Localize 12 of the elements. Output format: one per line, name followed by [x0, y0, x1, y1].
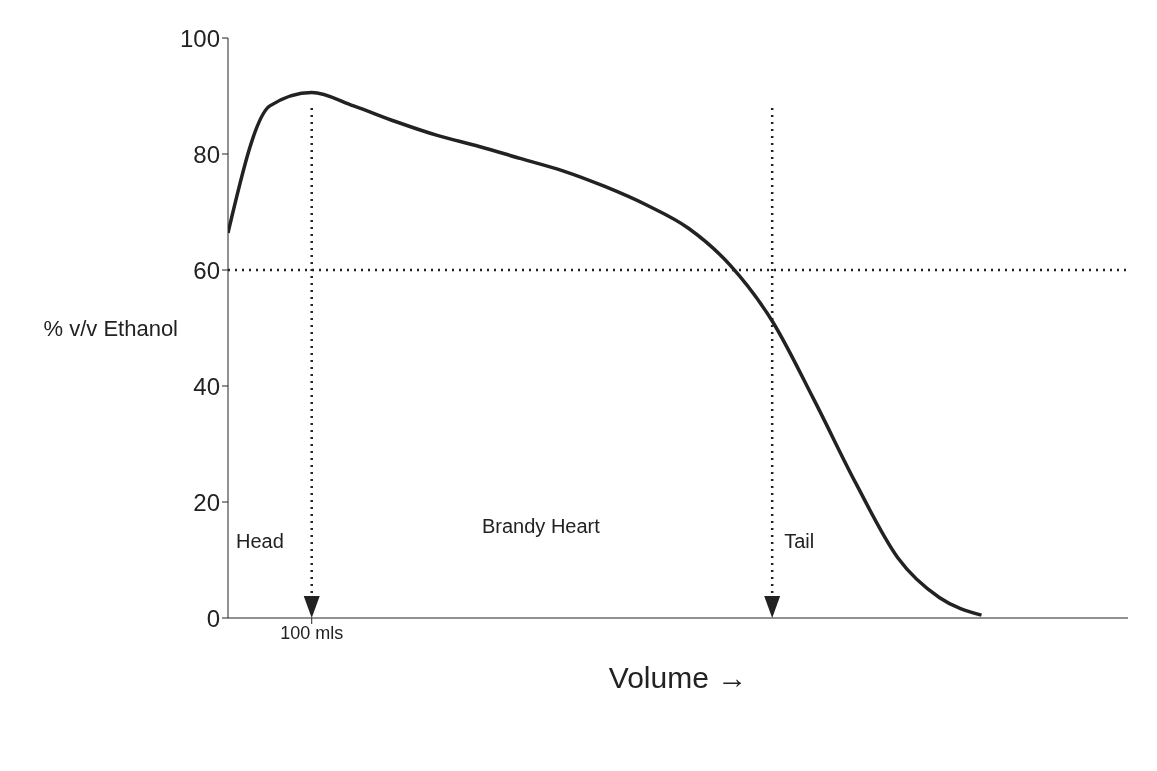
y-tick-label: 20: [193, 488, 220, 516]
y-tick-label: 100: [179, 24, 220, 52]
annotation: Head: [236, 529, 285, 554]
annotation: Tail: [784, 529, 816, 554]
x-axis-title: Volume →: [608, 661, 748, 694]
annotation: Brandy Heart: [481, 514, 601, 539]
y-tick-label: 80: [193, 140, 220, 168]
y-axis-title: % v/v Ethanol: [43, 315, 178, 341]
y-tick-label: 60: [193, 256, 220, 284]
y-tick-label: 40: [193, 372, 220, 400]
x-tick-label: 100 mls: [280, 622, 344, 643]
y-tick-label: 0: [206, 604, 220, 632]
